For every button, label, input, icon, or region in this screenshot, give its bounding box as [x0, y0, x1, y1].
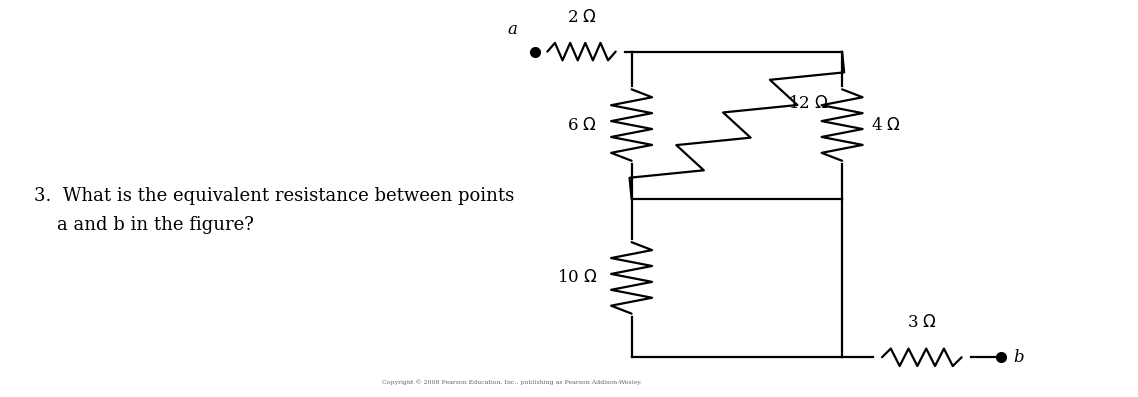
Text: 12 $\Omega$: 12 $\Omega$ [787, 95, 828, 112]
Text: 6 $\Omega$: 6 $\Omega$ [568, 117, 597, 133]
Text: a: a [508, 21, 518, 38]
Text: Copyright © 2008 Pearson Education, Inc., publishing as Pearson Addison-Wesley.: Copyright © 2008 Pearson Education, Inc.… [382, 380, 642, 385]
Text: 4 $\Omega$: 4 $\Omega$ [871, 117, 900, 133]
Text: 3.  What is the equivalent resistance between points
    a and b in the figure?: 3. What is the equivalent resistance bet… [34, 187, 514, 234]
Text: b: b [1013, 349, 1023, 366]
Text: 10 $\Omega$: 10 $\Omega$ [556, 270, 597, 286]
Text: 2 $\Omega$: 2 $\Omega$ [567, 9, 596, 26]
Text: 3 $\Omega$: 3 $\Omega$ [907, 314, 937, 331]
